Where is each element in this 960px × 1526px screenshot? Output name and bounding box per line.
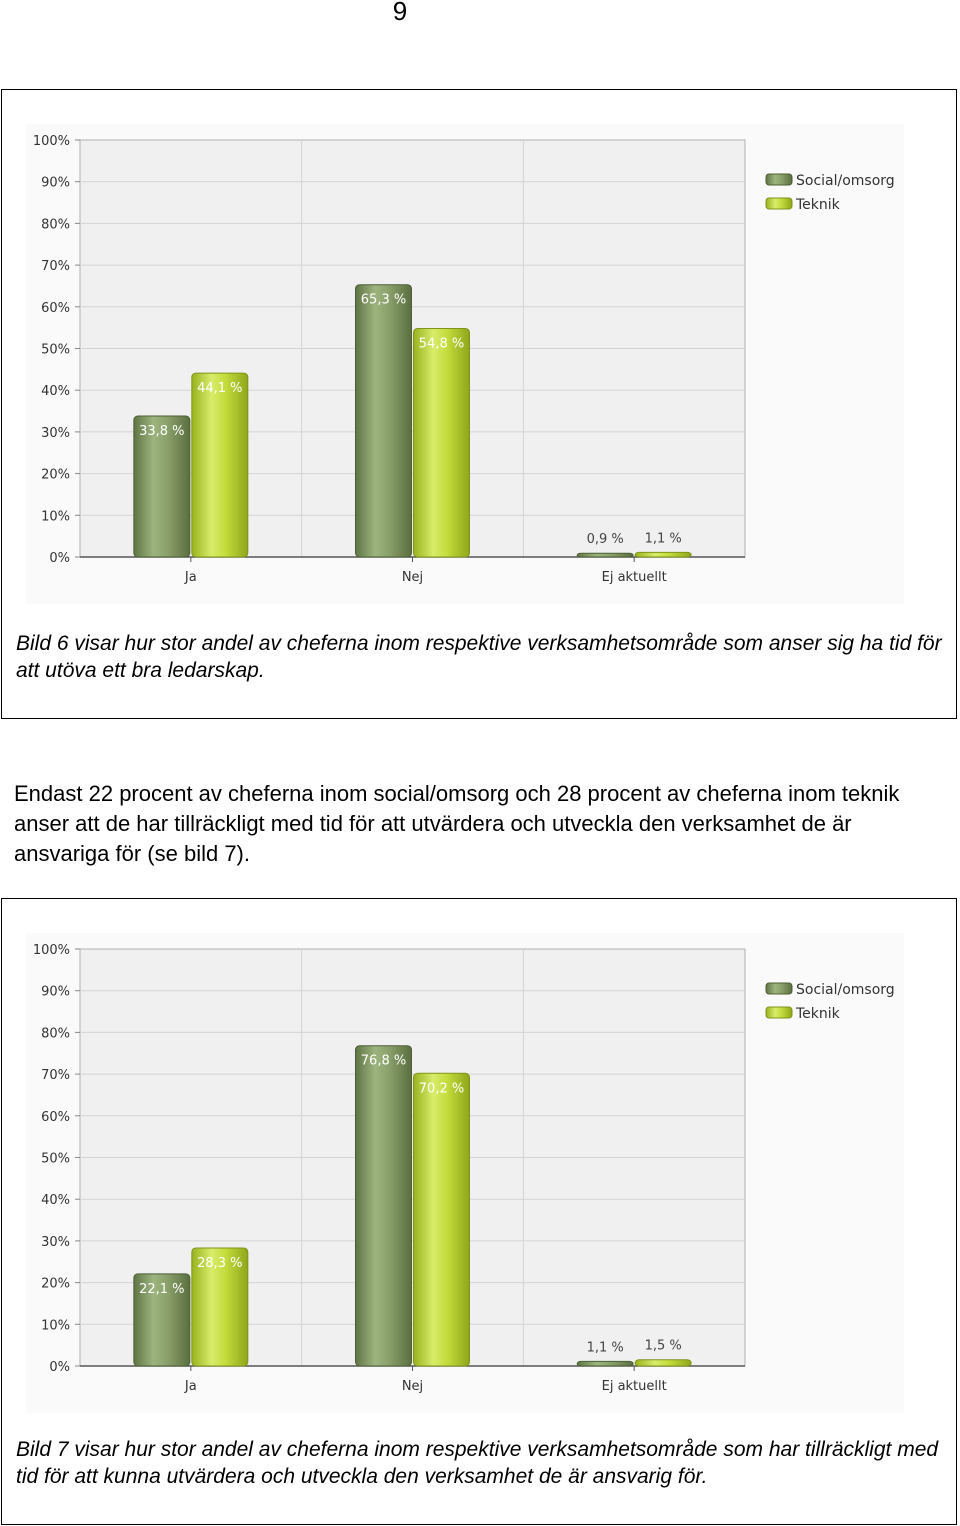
chart-bild-7: 0% 10% 20% 30% 40% 50% 60% 70% 80% 90% 100% Ja 22,1 … — [26, 933, 904, 1413]
legend-swatch — [765, 1006, 793, 1019]
bar-teknik-nej — [413, 1072, 470, 1367]
y-tick-label: 40% — [41, 1193, 70, 1208]
bar-social-omsorg-ja — [133, 415, 191, 558]
data-label: 0,9 % — [587, 532, 624, 547]
y-tick-label: 100% — [33, 134, 70, 149]
figure-7: 0% 10% 20% 30% 40% 50% 60% 70% 80% 90% 100% Ja 22,1 … — [1, 898, 957, 1525]
x-tick-label: Ej aktuellt — [602, 570, 667, 585]
y-tick-label: 80% — [41, 217, 70, 232]
bar-social-omsorg-nej — [355, 284, 412, 558]
y-tick-label: 80% — [41, 1026, 70, 1041]
legend-label: Teknik — [795, 1006, 841, 1022]
legend-label: Teknik — [795, 197, 841, 213]
data-label: 1,1 % — [587, 1340, 624, 1355]
data-label: 54,8 % — [419, 336, 464, 351]
data-label: 1,1 % — [645, 531, 682, 546]
x-tick-label: Ej aktuellt — [602, 1379, 667, 1394]
bar-teknik-ja — [191, 1247, 249, 1367]
y-tick-label: 70% — [41, 259, 70, 274]
bar-teknik-nej — [413, 327, 470, 558]
chart-bild-6: 0% 10% 20% 30% 40% 50% 60% 70% 80% 90% 100% Ja 33,8 … — [26, 124, 904, 604]
legend-swatch — [765, 982, 793, 995]
legend-swatch — [765, 173, 793, 186]
y-tick-label: 20% — [41, 1277, 70, 1292]
y-tick-label: 90% — [41, 176, 70, 191]
y-tick-label: 0% — [49, 551, 70, 566]
y-tick-label: 50% — [41, 1152, 70, 1167]
y-tick-label: 60% — [41, 1110, 70, 1125]
figure-7-caption: Bild 7 visar hur stor andel av cheferna … — [16, 1438, 939, 1488]
x-tick-label: Ja — [184, 570, 197, 585]
data-label: 44,1 % — [197, 381, 242, 396]
data-label: 28,3 % — [197, 1256, 242, 1271]
figure-6-caption: Bild 6 visar hur stor andel av cheferna … — [16, 632, 942, 682]
legend-label: Social/omsorg — [796, 173, 895, 189]
bar-social-omsorg-ej-aktuellt — [576, 552, 634, 558]
legend-swatch — [765, 197, 793, 210]
figure-6: 0% 10% 20% 30% 40% 50% 60% 70% 80% 90% 100% Ja 33,8 … — [1, 89, 957, 719]
y-tick-label: 90% — [41, 985, 70, 1000]
bar-social-omsorg-ja — [133, 1273, 191, 1367]
body-paragraph: Endast 22 procent av cheferna inom socia… — [14, 781, 900, 866]
y-tick-label: 0% — [49, 1360, 70, 1375]
y-tick-label: 60% — [41, 301, 70, 316]
bar-teknik-ja — [191, 372, 249, 558]
page-number: 9 — [392, 0, 408, 26]
y-tick-label: 100% — [33, 943, 70, 958]
data-label: 1,5 % — [645, 1339, 682, 1354]
bar-teknik-ej-aktuellt — [634, 1359, 692, 1367]
data-label: 65,3 % — [361, 293, 406, 308]
legend-label: Social/omsorg — [796, 982, 895, 998]
y-tick-label: 20% — [41, 468, 70, 483]
data-label: 22,1 % — [139, 1282, 184, 1297]
y-tick-label: 10% — [41, 509, 70, 524]
data-label: 33,8 % — [139, 424, 184, 439]
x-tick-label: Nej — [402, 1379, 423, 1394]
x-tick-label: Ja — [184, 1379, 197, 1394]
bar-teknik-ej-aktuellt — [634, 551, 692, 558]
y-tick-label: 70% — [41, 1068, 70, 1083]
y-tick-label: 30% — [41, 426, 70, 441]
bar-social-omsorg-ej-aktuellt — [576, 1360, 634, 1367]
y-tick-label: 40% — [41, 384, 70, 399]
y-tick-label: 30% — [41, 1235, 70, 1250]
y-tick-label: 50% — [41, 343, 70, 358]
x-tick-label: Nej — [402, 570, 423, 585]
y-tick-label: 10% — [41, 1318, 70, 1333]
data-label: 76,8 % — [361, 1054, 406, 1069]
bar-social-omsorg-nej — [355, 1045, 412, 1367]
data-label: 70,2 % — [419, 1081, 464, 1096]
